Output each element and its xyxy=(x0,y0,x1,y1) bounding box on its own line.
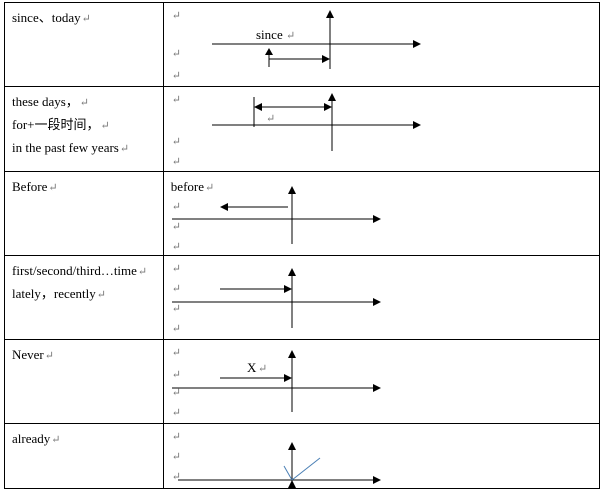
paragraph-mark: ↵ xyxy=(171,48,182,60)
arrowhead xyxy=(321,55,330,63)
paragraph-mark: ↵ xyxy=(286,30,295,42)
timeline-diagram-these-days: ↵ ↵ ↵ ↵ xyxy=(162,86,600,172)
label-line: since、today↵ xyxy=(12,10,91,25)
table-row: these days，↵ for+一段时间，↵ in the past few … xyxy=(4,86,600,172)
label-line: for+一段时间，↵ xyxy=(12,117,110,132)
table-row: since、today↵ ↵ ↵ ↵ since ↵ xyxy=(4,2,600,87)
table-row: already↵ ↵ ↵ ↵ xyxy=(4,423,600,489)
table-row: Never↵ ↵ ↵ ↵ ↵ X ↵ xyxy=(4,339,600,424)
timeline-graphic: ↵ xyxy=(211,93,421,151)
before-label: before↵ xyxy=(170,179,215,194)
timeline-diagram-already: ↵ ↵ ↵ xyxy=(162,423,600,489)
arrowhead xyxy=(253,103,262,111)
timeline-graphic: since ↵ xyxy=(211,10,421,69)
timeline-diagram-never: ↵ ↵ ↵ ↵ X ↵ xyxy=(162,339,600,424)
arrowhead xyxy=(372,384,381,392)
arrowhead xyxy=(323,103,332,111)
paragraph-mark: ↵ xyxy=(171,263,182,275)
arrowhead xyxy=(412,40,421,48)
row-label: these days，↵ for+一段时间，↵ in the past few … xyxy=(4,86,164,172)
label-line: these days，↵ xyxy=(12,94,90,109)
row-label: since、today↵ xyxy=(4,2,164,87)
table-row: first/second/third…time↵ lately，recently… xyxy=(4,255,600,340)
label-line: already↵ xyxy=(12,431,61,446)
paragraph-mark: ↵ xyxy=(171,303,182,315)
row-label: Never↵ xyxy=(4,339,164,424)
paragraph-mark: ↵ xyxy=(171,221,182,233)
paragraph-mark: ↵ xyxy=(258,363,267,375)
arrowhead xyxy=(327,93,336,101)
timeline-diagram-since: ↵ ↵ ↵ since ↵ xyxy=(162,2,600,87)
paragraph-mark: ↵ xyxy=(171,347,182,359)
timeline-graphic xyxy=(177,442,381,488)
timeline-graphic: X ↵ xyxy=(171,350,381,412)
arrowhead xyxy=(372,298,381,306)
arrowhead xyxy=(264,48,273,55)
paragraph-mark: ↵ xyxy=(171,283,182,295)
paragraph-mark: ↵ xyxy=(266,113,275,125)
paragraph-mark: ↵ xyxy=(171,136,182,148)
paragraph-mark: ↵ xyxy=(171,94,182,106)
label-line: first/second/third…time↵ xyxy=(12,263,148,278)
paragraph-mark: ↵ xyxy=(171,156,182,168)
arrowhead xyxy=(219,203,228,211)
completion-tick xyxy=(283,465,293,481)
tense-timeline-table: since、today↵ ↵ ↵ ↵ since ↵ these days，↵ … xyxy=(4,2,600,489)
arrowhead xyxy=(287,268,296,276)
paragraph-mark: ↵ xyxy=(171,70,182,82)
arrowhead xyxy=(288,480,296,488)
row-label: already↵ xyxy=(4,423,164,489)
arrowhead xyxy=(372,215,381,223)
arrowhead xyxy=(287,350,296,358)
paragraph-mark: ↵ xyxy=(171,323,182,335)
label-line: Before↵ xyxy=(12,179,58,194)
timeline-diagram-before: before↵ ↵ ↵ ↵ xyxy=(162,171,600,256)
label-line: lately，recently↵ xyxy=(12,286,106,301)
arrowhead xyxy=(325,10,334,18)
timeline-graphic xyxy=(171,186,381,244)
arrowhead xyxy=(283,285,292,293)
completion-tick xyxy=(291,457,321,481)
paragraph-mark: ↵ xyxy=(171,451,182,463)
paragraph-mark: ↵ xyxy=(171,241,182,253)
row-label: first/second/third…time↵ lately，recently… xyxy=(4,255,164,340)
paragraph-mark: ↵ xyxy=(171,407,182,419)
label-line: Never↵ xyxy=(12,347,54,362)
row-label: Before↵ xyxy=(4,171,164,256)
paragraph-mark: ↵ xyxy=(171,387,182,399)
arrowhead xyxy=(372,476,381,484)
paragraph-mark: ↵ xyxy=(171,431,182,443)
arrowhead xyxy=(283,374,292,382)
arrowhead xyxy=(287,186,296,194)
never-x-label: X xyxy=(247,360,257,375)
arrowhead xyxy=(287,442,296,450)
table-row: Before↵ before↵ ↵ ↵ ↵ xyxy=(4,171,600,256)
timeline-graphic xyxy=(171,268,381,328)
since-label: since xyxy=(256,27,283,42)
paragraph-mark: ↵ xyxy=(171,471,182,483)
label-line: in the past few years↵ xyxy=(12,140,130,155)
paragraph-mark: ↵ xyxy=(171,201,182,213)
timeline-diagram-first-time: ↵ ↵ ↵ ↵ xyxy=(162,255,600,340)
paragraph-mark: ↵ xyxy=(171,10,182,22)
arrowhead xyxy=(412,121,421,129)
paragraph-mark: ↵ xyxy=(171,369,182,381)
